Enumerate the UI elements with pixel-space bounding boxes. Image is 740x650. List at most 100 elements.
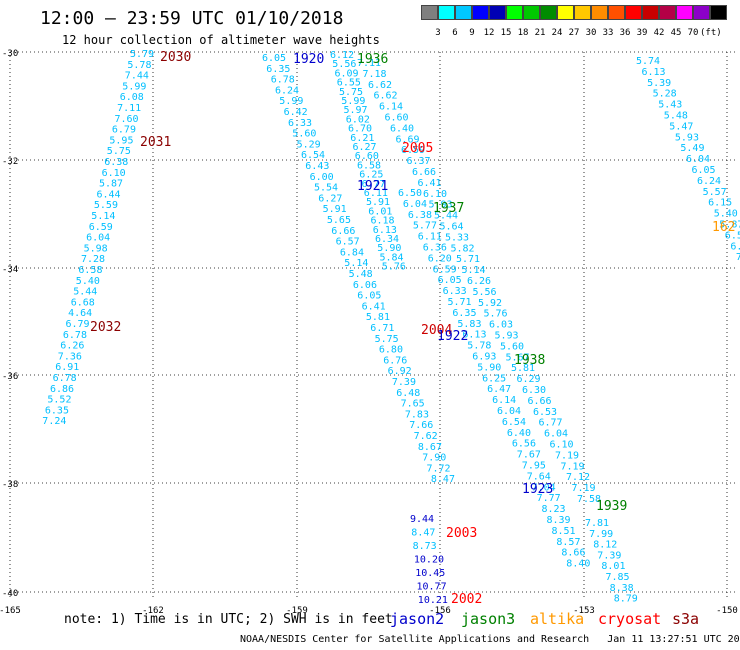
- swh-value: 6.60: [355, 151, 379, 162]
- scale-label: 36: [619, 28, 631, 38]
- swh-value: 5.67: [506, 352, 530, 363]
- swh-value: 5.87: [719, 220, 740, 231]
- swh-value: 6.36: [423, 243, 447, 254]
- scale-swatch: [438, 5, 455, 20]
- swh-value: 6.18: [371, 216, 395, 227]
- swh-value: 10.77: [417, 582, 447, 593]
- swh-value: 6.86: [50, 384, 74, 395]
- swh-value: 8.01: [601, 561, 625, 572]
- swh-value: 6.47: [487, 384, 511, 395]
- lon-label: -162: [142, 606, 164, 616]
- swh-value: 5.92: [478, 298, 502, 309]
- scale-label: (ft): [700, 28, 722, 38]
- swh-value: 8.38: [610, 583, 634, 594]
- scale-label: 21: [534, 28, 546, 38]
- swh-value: 5.93: [495, 331, 519, 342]
- swh-value: 5.28: [653, 89, 677, 100]
- swh-value: 5.40: [714, 209, 738, 220]
- swh-value: 5.84: [380, 252, 404, 263]
- swh-value: 6.43: [305, 161, 329, 172]
- swh-value: 6.76: [383, 355, 407, 366]
- swh-value: 7.66: [409, 420, 433, 431]
- legend-altika: altika: [530, 610, 585, 628]
- swh-value: 5.60: [292, 129, 316, 140]
- swh-value: 7.65: [401, 399, 425, 410]
- pass-time-label: 1938: [514, 353, 545, 368]
- swh-value: 6.41: [362, 301, 386, 312]
- pass-time-label: 2032: [90, 320, 121, 335]
- swh-value: 5.60: [500, 341, 524, 352]
- swh-value: 6.84: [340, 247, 364, 258]
- swh-value: 6.24: [275, 85, 299, 96]
- swh-value: 6.38: [104, 157, 128, 168]
- swh-value: 6.50: [398, 188, 422, 199]
- swh-value: 5.97: [344, 105, 368, 116]
- swh-value: 5.99: [122, 81, 146, 92]
- swh-value: 6.27: [353, 142, 377, 153]
- swh-value: 6.40: [507, 428, 531, 439]
- swh-value: 6.60: [385, 113, 409, 124]
- scale-label: 6: [452, 28, 458, 38]
- swh-value: 10.21: [418, 595, 448, 606]
- swh-value: 5.52: [47, 395, 71, 406]
- pass-time-label: 2031: [140, 135, 171, 150]
- swh-value: 6.56: [512, 439, 536, 450]
- swh-value: 6.11: [364, 188, 388, 199]
- swh-value: 5.99: [341, 96, 365, 107]
- swh-value: 6.10: [423, 189, 447, 200]
- swh-value: 6.48: [396, 388, 420, 399]
- swh-value: 6.62: [368, 80, 392, 91]
- swh-value: 6.55: [337, 78, 361, 89]
- swh-value: 5.29: [297, 139, 321, 150]
- scale-swatch: [608, 5, 625, 20]
- swh-value: 7.62: [414, 431, 438, 442]
- swh-value: 5.81: [511, 363, 535, 374]
- scale-swatch: [642, 5, 659, 20]
- swh-value: 5.93: [675, 132, 699, 143]
- swh-value: 5.57: [703, 187, 727, 198]
- scale-label: 3: [435, 28, 441, 38]
- swh-value: 5.39: [647, 78, 671, 89]
- swh-value: 6.05: [438, 275, 462, 286]
- swh-value: 7.77: [537, 493, 561, 504]
- swh-value: 6.04: [544, 429, 568, 440]
- scale-swatch: [489, 5, 506, 20]
- swh-value: 6.57: [336, 237, 360, 248]
- swh-value: 7.44: [125, 71, 149, 82]
- swh-value: 6.53: [533, 407, 557, 418]
- swh-value: 5.40: [76, 276, 100, 287]
- swh-value: 6.09: [335, 68, 359, 79]
- pass-time-label: 1921: [357, 179, 388, 194]
- scale-swatch: [693, 5, 710, 20]
- lon-label: -156: [429, 606, 451, 616]
- scale-label: 18: [517, 28, 529, 38]
- swh-value: 6.01: [368, 206, 392, 217]
- swh-value: 5.56: [473, 287, 497, 298]
- swh-value: 6.66: [412, 167, 436, 178]
- swh-value: 8.12: [593, 540, 617, 551]
- scale-swatch: [506, 5, 523, 20]
- swh-value: 6.54: [502, 417, 526, 428]
- pass-time-label: 2005: [402, 141, 433, 156]
- scale-label: 27: [568, 28, 580, 38]
- swh-value: 5.93: [429, 200, 453, 211]
- swh-value: 5.74: [636, 56, 660, 67]
- scale-label: 39: [636, 28, 648, 38]
- swh-value: 6.25: [482, 373, 506, 384]
- swh-value: 5.48: [349, 269, 373, 280]
- swh-value: 7.64: [527, 471, 551, 482]
- swh-value: 6.58: [357, 160, 381, 171]
- swh-value: 10.45: [415, 568, 445, 579]
- swh-value: 9.44: [410, 514, 434, 525]
- swh-value: 7.04: [532, 482, 556, 493]
- scale-swatch: [591, 5, 608, 20]
- swh-value: 6.35: [452, 308, 476, 319]
- swh-value: 5.90: [377, 243, 401, 254]
- swh-value: 6.13: [462, 330, 486, 341]
- swh-value: 6.41: [418, 178, 442, 189]
- swh-value: 8.23: [542, 504, 566, 515]
- map-subtitle: 12 hour collection of altimeter wave hei…: [62, 33, 380, 47]
- swh-value: 6.80: [379, 345, 403, 356]
- swh-value: 6.13: [373, 225, 397, 236]
